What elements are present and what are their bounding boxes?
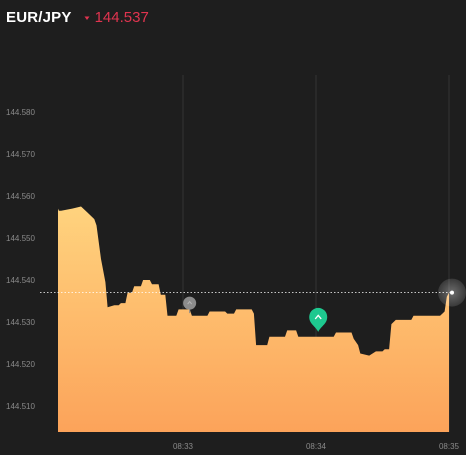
marker-pin bbox=[309, 307, 328, 332]
current-point-dot bbox=[450, 290, 454, 295]
x-tick-label: 08:34 bbox=[306, 442, 327, 451]
y-tick-label: 144.550 bbox=[6, 234, 35, 243]
trade-markers[interactable] bbox=[183, 296, 328, 332]
x-tick-label: 08:35 bbox=[439, 442, 460, 451]
chevron-up-icon bbox=[314, 314, 322, 320]
price-area bbox=[58, 206, 449, 432]
y-tick-label: 144.570 bbox=[6, 150, 35, 159]
y-tick-label: 144.580 bbox=[6, 108, 35, 117]
chevron-up-icon bbox=[187, 300, 193, 305]
y-tick-label: 144.510 bbox=[6, 402, 35, 411]
symbol-label: EUR/JPY bbox=[6, 8, 72, 26]
y-tick-label: 144.540 bbox=[6, 276, 35, 285]
y-axis: 144.580 144.570 144.560 144.550 144.540 144.5… bbox=[6, 108, 35, 411]
chart-header: EUR/JPY 144.537 bbox=[6, 6, 149, 28]
x-tick-label: 08:33 bbox=[173, 442, 194, 451]
grey-trade-marker[interactable] bbox=[183, 296, 197, 314]
y-tick-label: 144.560 bbox=[6, 192, 35, 201]
x-axis: 08:33 08:34 08:35 bbox=[173, 442, 460, 451]
y-tick-label: 144.530 bbox=[6, 318, 35, 327]
marker-circle bbox=[183, 296, 197, 310]
current-price-point bbox=[438, 278, 466, 307]
current-price: 144.537 bbox=[94, 8, 149, 26]
green-up-trade-marker[interactable] bbox=[309, 307, 328, 332]
y-tick-label: 144.520 bbox=[6, 360, 35, 369]
caret-down-icon bbox=[84, 8, 90, 26]
